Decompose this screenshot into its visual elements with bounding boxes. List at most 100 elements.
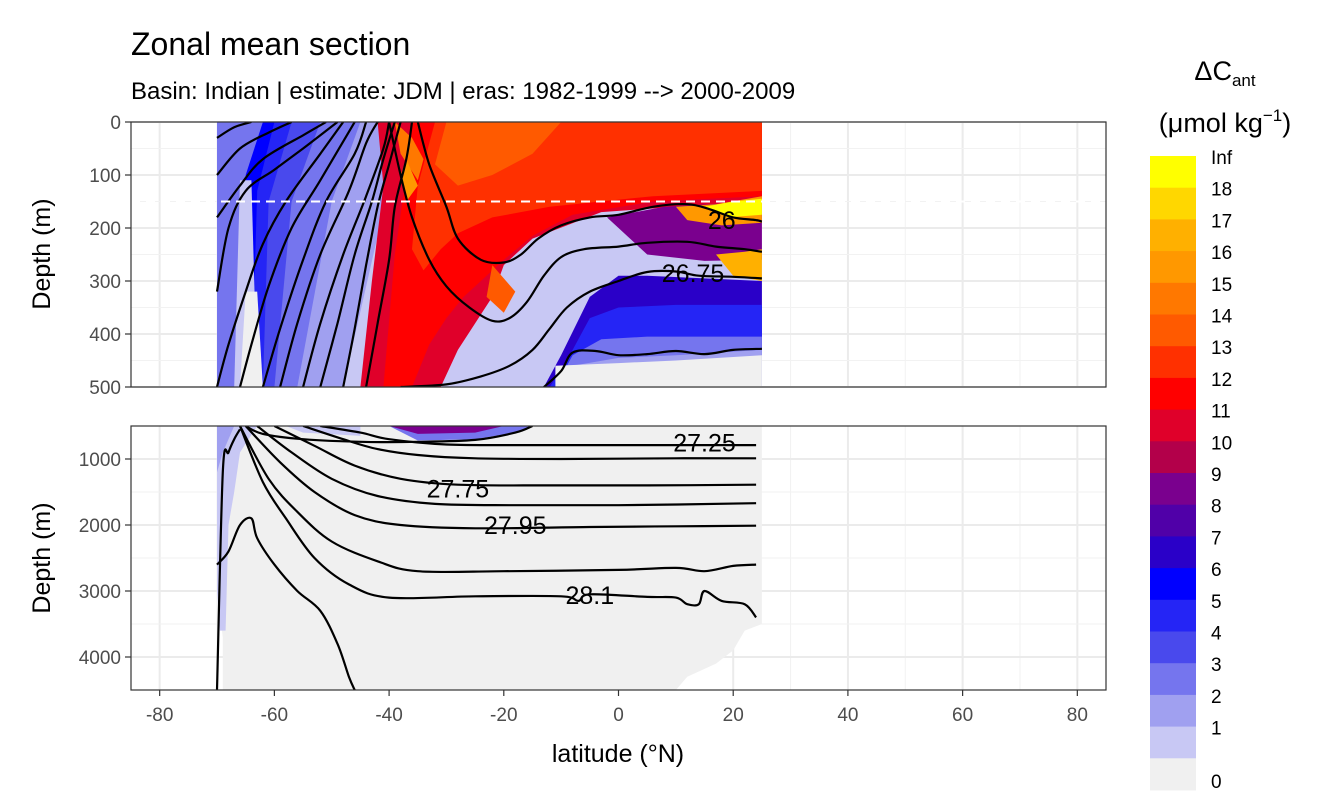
legend-title-close: ) — [1282, 108, 1291, 138]
legend-label: 17 — [1211, 211, 1232, 232]
isopycnal-line — [365, 122, 414, 387]
legend-label: 1 — [1211, 719, 1222, 740]
y-tick-label: 100 — [89, 166, 121, 187]
isopycnal-line — [238, 122, 356, 387]
legend-swatch — [1150, 187, 1196, 220]
contour-label: 26.75 — [662, 260, 725, 288]
legend-label: 2 — [1211, 687, 1222, 708]
y-tick-label: 3000 — [79, 582, 121, 603]
legend-swatch — [1150, 156, 1196, 189]
field-region — [389, 426, 504, 434]
x-tick-label: 0 — [613, 705, 624, 726]
x-tick-label: 40 — [837, 705, 858, 726]
x-tick-label: -60 — [261, 705, 288, 726]
legend-label: 16 — [1211, 243, 1232, 264]
legend-swatch — [1150, 663, 1196, 696]
y-tick-label: 200 — [89, 219, 121, 240]
x-tick-label: 80 — [1067, 705, 1088, 726]
legend-label: 4 — [1211, 624, 1222, 645]
isopycnal-line — [215, 122, 345, 387]
legend-label: 6 — [1211, 560, 1222, 581]
isopycnal-line — [216, 516, 356, 690]
isopycnal-line — [302, 122, 391, 387]
legend-swatch — [1150, 599, 1196, 632]
x-tick-label: -40 — [375, 705, 402, 726]
field-region — [716, 249, 762, 281]
isopycnal-line — [416, 122, 763, 265]
legend-swatch — [1150, 282, 1196, 315]
legend-swatch — [1150, 314, 1196, 347]
legend-swatch — [1150, 568, 1196, 601]
chart-subtitle: Basin: Indian | estimate: JDM | eras: 19… — [131, 78, 795, 105]
legend-label: 18 — [1211, 180, 1232, 201]
field-region — [394, 122, 424, 181]
isopycnal-line — [261, 122, 368, 387]
lower-y-axis: 1000 2000 3000 4000 — [79, 450, 131, 669]
contour-label: 27.75 — [427, 476, 490, 504]
lower-isopycnals — [215, 426, 757, 690]
legend-label: 12 — [1211, 370, 1232, 391]
y-tick-label: 500 — [89, 378, 121, 399]
lower-contour-labels: 27.25 27.75 27.95 28.1 — [427, 430, 736, 610]
isopycnal-line — [238, 426, 757, 619]
x-tick-label: -20 — [490, 705, 517, 726]
legend-label: 15 — [1211, 275, 1232, 296]
legend-title-exponent: −1 — [1263, 106, 1282, 125]
legend-swatch — [1150, 377, 1196, 411]
isopycnal-line — [279, 122, 379, 387]
legend-title-unit: (μmol kg−1) — [1159, 106, 1291, 138]
upper-panel: 26 26.75 0 100 200 300 400 500 — [89, 113, 1107, 399]
legend-label: 0 — [1211, 772, 1222, 793]
legend-label: 11 — [1211, 402, 1231, 423]
isopycnal-line — [400, 269, 762, 387]
isopycnal-line — [216, 122, 252, 139]
chart-title: Zonal mean section — [131, 26, 410, 62]
upper-y-axis: 0 100 200 300 400 500 — [89, 113, 131, 399]
lower-field — [217, 426, 762, 690]
y-tick-label: 1000 — [79, 450, 121, 471]
isopycnal-line — [256, 426, 757, 507]
upper-contour-labels: 26 26.75 — [662, 207, 736, 288]
upper-panel-border — [130, 121, 1107, 388]
lower-panel: 27.25 27.75 27.95 28.1 1000 2000 3000 4000 — [79, 425, 1107, 691]
legend: ΔCant (μmol kg−1) Inf1817161514131211109… — [1150, 56, 1291, 793]
contour-label: 27.25 — [673, 430, 736, 458]
isopycnal-line — [244, 426, 757, 530]
legend-swatch — [1150, 346, 1196, 379]
legend-label: 5 — [1211, 592, 1222, 613]
x-axis-title: latitude (°N) — [552, 740, 684, 768]
upper-y-axis-title: Depth (m) — [28, 198, 56, 309]
isopycnal-line — [342, 122, 402, 387]
isopycnal-line — [216, 122, 293, 176]
field-region — [486, 265, 516, 313]
x-tick-label: 20 — [723, 705, 744, 726]
x-axis: -80 -60 -40 -20 0 20 40 60 80 — [146, 690, 1088, 726]
isopycnal-line — [215, 428, 241, 690]
legend-label: 13 — [1211, 338, 1232, 359]
isopycnal-line — [319, 122, 396, 387]
contour-label: 26 — [708, 207, 736, 235]
isopycnal-line — [273, 426, 757, 487]
y-tick-label: 0 — [110, 113, 121, 134]
isopycnal-line — [320, 426, 757, 447]
x-tick-label: -80 — [146, 705, 173, 726]
legend-swatch — [1150, 694, 1196, 728]
legend-swatch — [1150, 409, 1196, 442]
isopycnal-line — [543, 347, 762, 387]
legend-swatch — [1150, 219, 1196, 252]
upper-field — [217, 122, 762, 387]
y-tick-label: 4000 — [79, 648, 121, 669]
legend-label: 10 — [1211, 433, 1232, 454]
legend-title-unit-text: (μmol kg — [1159, 108, 1263, 138]
legend-swatch — [1150, 631, 1196, 664]
legend-swatch — [1150, 726, 1196, 759]
field-region — [217, 426, 762, 690]
y-tick-label: 300 — [89, 272, 121, 293]
legend-label: 8 — [1211, 497, 1222, 518]
legend-swatch — [1150, 251, 1196, 284]
legend-label: 14 — [1211, 307, 1233, 328]
legend-label: 9 — [1211, 465, 1222, 486]
legend-swatch — [1150, 536, 1196, 569]
x-tick-label: 60 — [952, 705, 973, 726]
legend-title-symbol: ΔCant — [1194, 56, 1255, 90]
